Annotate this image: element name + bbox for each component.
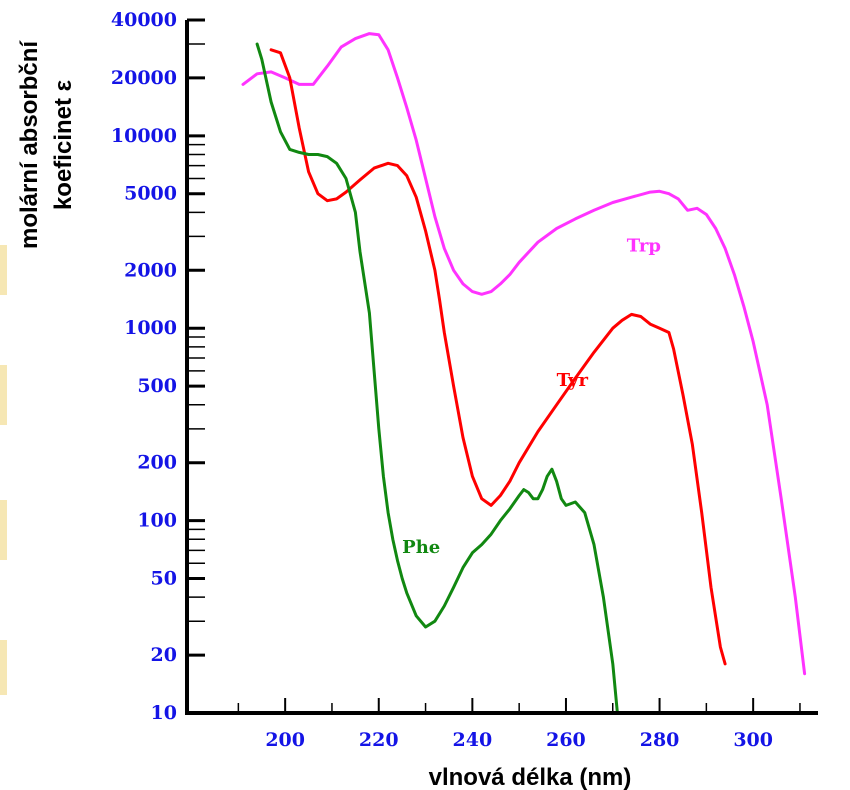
series-line-tyr xyxy=(269,48,727,666)
y-tick-label: 10 xyxy=(151,702,177,724)
series-label-trp: Trp xyxy=(627,236,661,257)
y-tick-label: 100 xyxy=(137,510,177,532)
series-line-phe xyxy=(255,42,619,715)
edge-mark xyxy=(0,365,7,425)
x-tick-label: 200 xyxy=(265,729,305,751)
y-tick-label: 10000 xyxy=(111,125,177,147)
axes xyxy=(185,20,818,715)
edge-mark xyxy=(0,500,7,560)
series-layer xyxy=(241,32,807,715)
y-tick-label: 20000 xyxy=(111,67,177,89)
y-tick-label: 200 xyxy=(137,452,177,474)
annotation-layer: Trp Tyr Phe xyxy=(402,236,661,558)
x-tick-label: 300 xyxy=(733,729,773,751)
y-tick-label: 40000 xyxy=(111,9,177,31)
x-tick-label: 260 xyxy=(546,729,586,751)
x-tick-label: 240 xyxy=(453,729,493,751)
y-axis-title-line-1: molární absorbční xyxy=(16,40,43,249)
edge-mark xyxy=(0,640,7,695)
y-tick-label: 50 xyxy=(151,568,177,590)
x-tick-label: 280 xyxy=(640,729,680,751)
y-tick-label: 2000 xyxy=(124,259,177,281)
series-label-phe: Phe xyxy=(402,537,440,558)
y-ticks: 10 20 50 100 200 500 1000 2000 5000 10000 20000 400… xyxy=(111,9,205,724)
y-tick-label: 1000 xyxy=(124,317,177,339)
x-tick-label: 220 xyxy=(359,729,399,751)
y-tick-label: 500 xyxy=(137,375,177,397)
y-tick-label: 5000 xyxy=(124,183,177,205)
series-label-tyr: Tyr xyxy=(557,370,589,391)
y-tick-label: 20 xyxy=(151,644,177,666)
series-line-trp xyxy=(241,32,807,676)
x-ticks: 200 220 240 260 280 300 xyxy=(237,698,801,751)
y-axis-title-line-2: koeficinet ε xyxy=(50,80,77,210)
edge-mark xyxy=(0,245,7,295)
x-axis-title: vlnová délka (nm) xyxy=(429,764,632,790)
